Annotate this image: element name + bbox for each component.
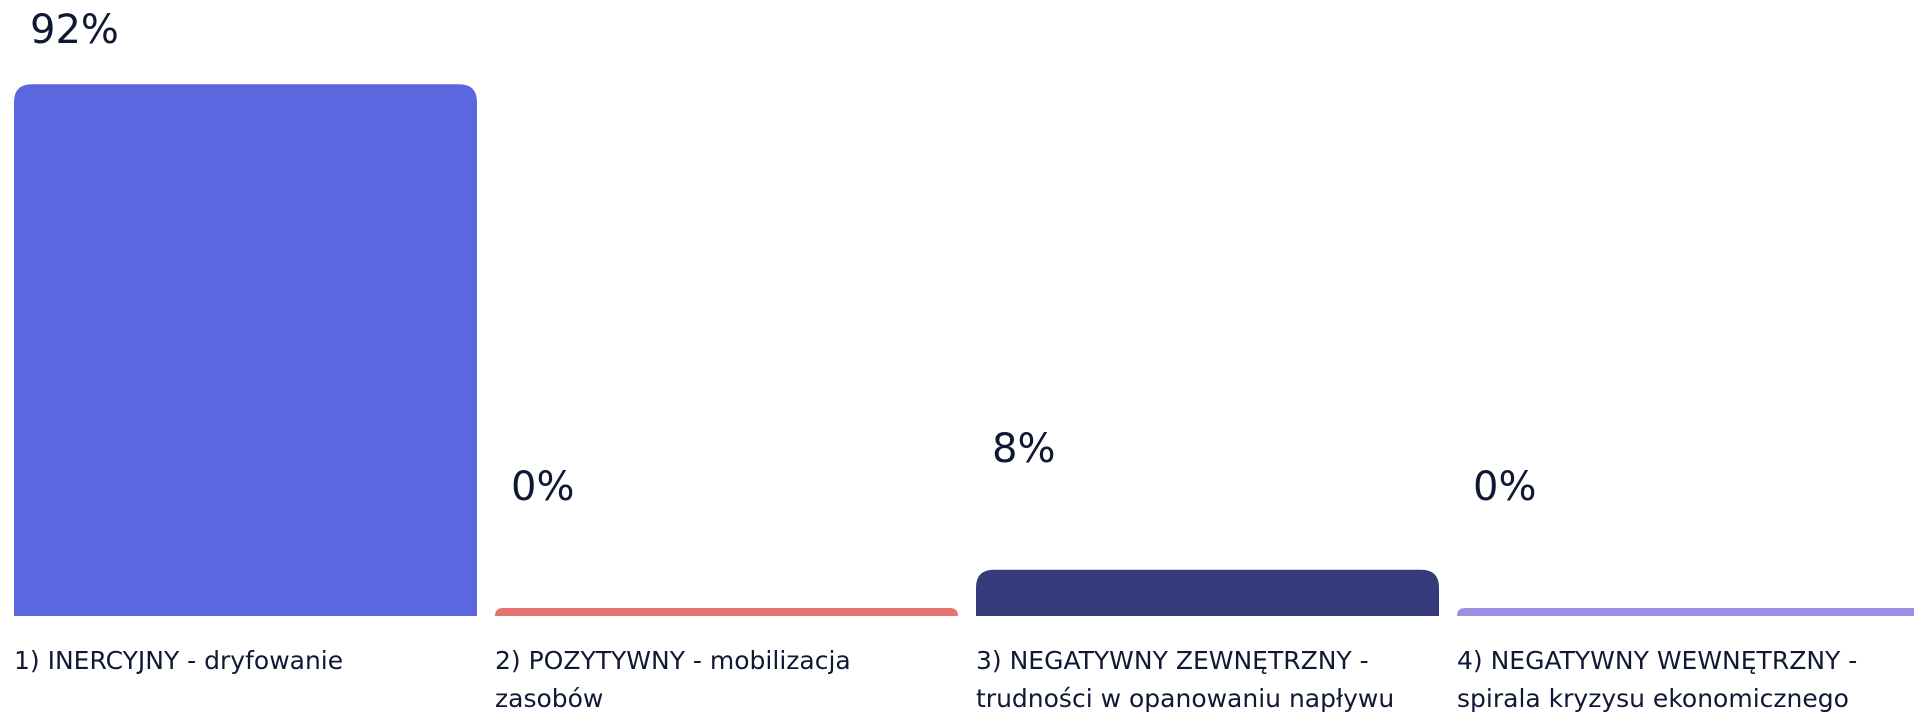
category-label: 4) NEGATYWNY WEWNĘTRZNY - spirala kryzys… xyxy=(1457,646,1858,713)
bar xyxy=(976,569,1439,616)
value-label: 8% xyxy=(992,425,1056,472)
bar xyxy=(14,84,477,617)
bar xyxy=(1457,608,1914,616)
bar xyxy=(495,608,958,616)
value-label: 0% xyxy=(511,464,575,510)
value-label: 0% xyxy=(1473,464,1537,510)
value-label: 92% xyxy=(30,7,119,53)
category-label: 3) NEGATYWNY ZEWNĘTRZNY - trudności w op… xyxy=(976,646,1395,713)
category-label: 1) INERCYJNY - dryfowanie xyxy=(14,646,344,675)
category-label: 2) POZYTYWNY - mobilizacja zasobów xyxy=(495,646,851,713)
